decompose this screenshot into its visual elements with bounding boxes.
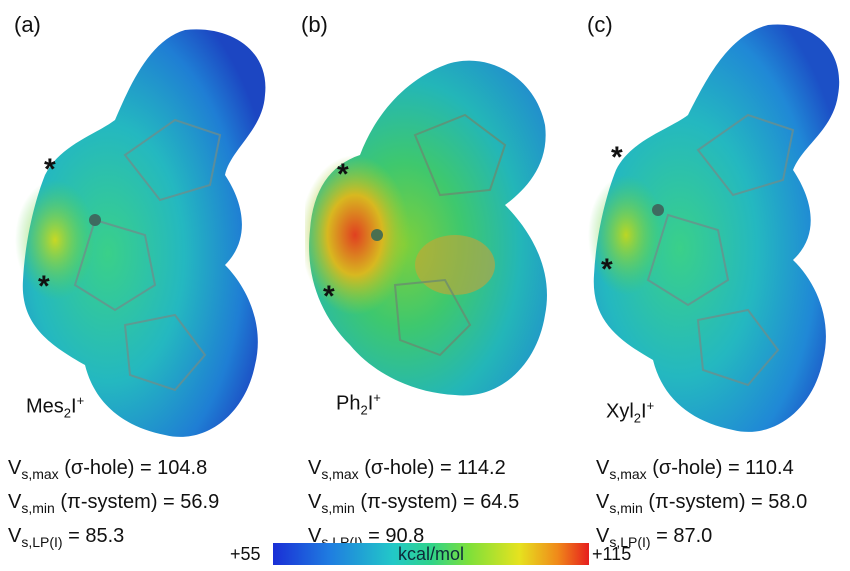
esp-values-c: Vs,max (σ-hole) = 110.4 Vs,min (π-system… bbox=[596, 454, 807, 556]
esp-surface-mes2i bbox=[15, 29, 266, 437]
molecule-name-a: Mes2I+ bbox=[26, 393, 85, 421]
color-scale: +55 kcal/mol +115 bbox=[0, 543, 850, 567]
molecule-name-b: Ph2I+ bbox=[336, 390, 381, 418]
panel-label-c: (c) bbox=[587, 12, 613, 37]
sigma-hole-marker-a-lower: * bbox=[38, 270, 50, 303]
sigma-hole-marker-c-upper: * bbox=[611, 141, 623, 174]
panel-label-b: (b) bbox=[301, 12, 328, 37]
vs-min-row: Vs,min (π-system) = 58.0 bbox=[596, 491, 808, 516]
color-scale-gradient bbox=[273, 543, 589, 565]
color-scale-max: +115 bbox=[592, 544, 632, 564]
vs-max-row: Vs,max (σ-hole) = 104.8 bbox=[8, 457, 208, 482]
panel-label-a: (a) bbox=[14, 12, 41, 37]
esp-surface-xyl2i bbox=[588, 24, 840, 432]
sigma-hole-marker-a-upper: * bbox=[44, 153, 56, 186]
color-scale-unit: kcal/mol bbox=[397, 544, 464, 564]
vs-max-row: Vs,max (σ-hole) = 114.2 bbox=[308, 457, 506, 482]
molecule-name-c: Xyl2I+ bbox=[606, 398, 655, 426]
sigma-hole-marker-b-lower: * bbox=[323, 280, 335, 313]
color-scale-min: +55 bbox=[230, 544, 261, 564]
sigma-hole-marker-b-upper: * bbox=[337, 158, 349, 191]
esp-values-b: Vs,max (σ-hole) = 114.2 Vs,min (π-system… bbox=[308, 454, 519, 556]
sigma-hole-marker-c-lower: * bbox=[601, 253, 613, 286]
vs-min-row: Vs,min (π-system) = 56.9 bbox=[8, 491, 220, 516]
vs-lp-row: Vs,LP(I) = 85.3 bbox=[8, 525, 125, 550]
esp-surface-ph2i bbox=[305, 60, 547, 396]
vs-max-row: Vs,max (σ-hole) = 110.4 bbox=[596, 457, 794, 482]
vs-min-row: Vs,min (π-system) = 64.5 bbox=[308, 491, 520, 516]
vs-lp-row: Vs,LP(I) = 87.0 bbox=[596, 525, 713, 550]
esp-values-a: Vs,max (σ-hole) = 104.8 Vs,min (π-system… bbox=[8, 454, 219, 556]
